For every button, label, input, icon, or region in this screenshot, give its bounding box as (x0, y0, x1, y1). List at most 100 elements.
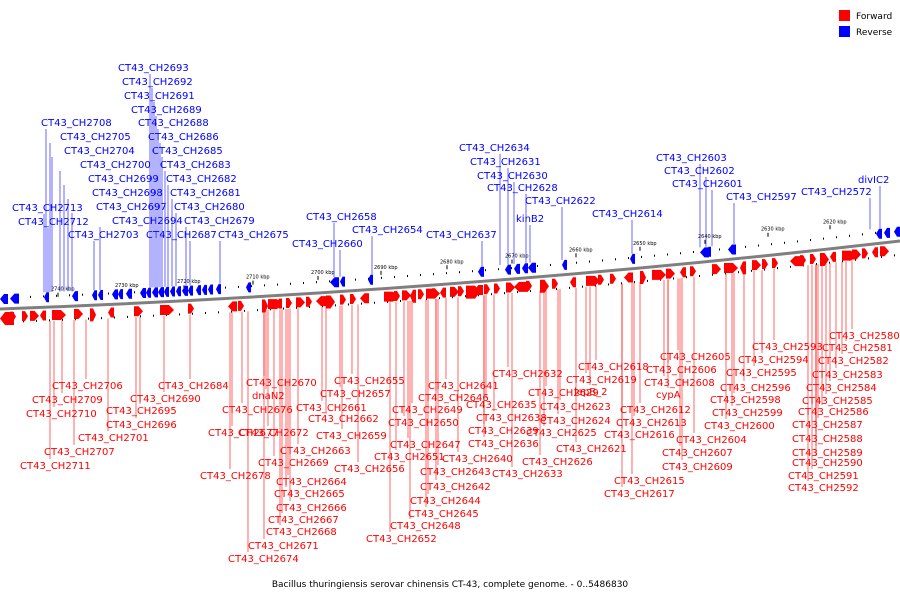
forward-gene-label: CT43_CH2590 (792, 458, 863, 469)
minor-tick-upper (823, 237, 824, 240)
minor-tick-upper (108, 292, 109, 295)
forward-gene-arrow (188, 303, 194, 314)
minor-tick-upper (836, 236, 837, 239)
minor-tick-lower (751, 269, 752, 272)
forward-legend-label: Forward (856, 12, 892, 22)
minor-tick-lower (673, 277, 674, 280)
forward-gene-label: CT43_CH2635 (466, 400, 537, 411)
scale-tick-label: 2650 kbp (633, 241, 657, 247)
minor-tick-upper (238, 285, 239, 288)
reverse-gene-label: CT43_CH2689 (131, 105, 202, 116)
minor-tick-lower (179, 313, 180, 316)
forward-gene-label: cypA (656, 390, 681, 401)
reverse-gene-arrow (706, 246, 711, 257)
forward-gene-label: CT43_CH2598 (710, 395, 781, 406)
minor-tick-lower (296, 306, 297, 309)
forward-gene-arrow (474, 285, 483, 296)
minor-tick-lower (153, 314, 154, 317)
reverse-gene-label: CT43_CH2572 (801, 187, 872, 198)
forward-gene-label: CT43_CH2655 (334, 376, 405, 387)
forward-gene-label: CT43_CH2605 (660, 352, 731, 363)
scale-tick-label: 2660 kbp (569, 247, 593, 253)
forward-gene-arrow (494, 283, 500, 294)
minor-tick-upper (251, 285, 252, 288)
reverse-gene-arrow (728, 244, 736, 255)
forward-gene-arrow (526, 280, 532, 291)
forward-gene-label: CT43_CH2595 (726, 368, 797, 379)
minor-tick-lower (790, 265, 791, 268)
reverse-gene-arrow (514, 263, 520, 274)
minor-tick-upper (277, 283, 278, 286)
forward-gene-arrow (862, 248, 868, 259)
reverse-gene-label: CT43_CH2699 (88, 174, 159, 185)
reverse-gene-arrow (196, 285, 201, 296)
minor-tick-lower (894, 254, 895, 257)
reverse-gene-label: CT43_CH2675 (218, 230, 289, 241)
forward-gene-label: CT43_CH2599 (712, 408, 783, 419)
reverse-gene-label: CT43_CH2708 (41, 118, 112, 129)
forward-gene-arrow (740, 261, 746, 275)
reverse-legend-label: Reverse (856, 28, 893, 38)
forward-gene-label: CT43_CH2638 (476, 413, 547, 424)
minor-tick-lower (881, 255, 882, 258)
forward-gene-arrow (40, 310, 46, 321)
minor-tick-lower (244, 309, 245, 312)
minor-tick-upper (511, 267, 512, 270)
forward-gene-label: CT43_CH2707 (44, 447, 115, 458)
forward-gene-label: CT43_CH2580 (829, 331, 900, 342)
forward-gene-label: CT43_CH2613 (616, 418, 687, 429)
reverse-gene-arrow (140, 288, 146, 299)
forward-gene-label: CT43_CH2656 (334, 464, 405, 475)
reverse-gene-arrow (208, 284, 213, 295)
minor-tick-upper (875, 231, 876, 234)
forward-gene-label: CT43_CH2619 (566, 375, 637, 386)
minor-tick-lower (725, 272, 726, 275)
reverse-gene-label: CT43_CH2634 (459, 143, 530, 154)
forward-gene-label: CT43_CH2615 (614, 476, 685, 487)
minor-tick-lower (686, 276, 687, 279)
forward-gene-arrow (598, 274, 604, 285)
reverse-gene-arrow (630, 253, 635, 264)
minor-tick-upper (56, 294, 57, 297)
forward-gene-label: CT43_CH2706 (52, 381, 123, 392)
minor-tick-lower (842, 260, 843, 263)
reverse-gene-label: CT43_CH2597 (726, 192, 797, 203)
forward-gene-arrow (690, 266, 696, 277)
forward-gene-arrow (872, 247, 878, 258)
forward-gene-label: CT43_CH2639 (468, 426, 539, 437)
minor-tick-upper (459, 271, 460, 274)
forward-gene-arrow (666, 268, 675, 279)
minor-tick-lower (569, 286, 570, 289)
forward-gene-label: CT43_CH2652 (366, 534, 437, 545)
forward-gene-arrow (160, 305, 174, 316)
reverse-gene-label: CT43_CH2683 (160, 160, 231, 171)
forward-gene-label: CT43_CH2623 (540, 402, 611, 413)
forward-gene-arrow (10, 311, 16, 322)
forward-gene-label: CT43_CH2665 (274, 489, 345, 500)
forward-gene-arrow (810, 254, 816, 265)
scale-tick-label: 2740 kbp (51, 287, 75, 293)
forward-gene-arrow (22, 311, 28, 322)
forward-gene-arrow (484, 284, 490, 295)
minor-tick-upper (290, 282, 291, 285)
forward-gene-label: CT43_CH2585 (802, 396, 873, 407)
reverse-gene-label: CT43_CH2637 (426, 230, 497, 241)
reverse-gene-label: CT43_CH2691 (124, 91, 195, 102)
forward-gene-label: CT43_CH2648 (390, 521, 461, 532)
forward-gene-label: dnaN2 (252, 391, 285, 402)
minor-tick-lower (465, 295, 466, 298)
forward-gene-label: CT43_CH2671 (248, 541, 319, 552)
reverse-gene-label: CT43_CH2654 (352, 225, 423, 236)
reverse-gene-label: CT43_CH2602 (664, 166, 735, 177)
minor-tick-upper (394, 275, 395, 278)
minor-tick-lower (712, 273, 713, 276)
reverse-gene-arrow (72, 291, 78, 302)
forward-gene-arrow (624, 272, 633, 283)
minor-tick-lower (374, 301, 375, 304)
forward-gene-label: CT43_CH2709 (32, 395, 103, 406)
reverse-gene-label: CT43_CH2681 (170, 188, 241, 199)
reverse-gene-arrow (146, 287, 151, 298)
minor-tick-upper (433, 273, 434, 276)
forward-gene-label: CT43_CH2642 (420, 482, 491, 493)
minor-tick-lower (257, 309, 258, 312)
